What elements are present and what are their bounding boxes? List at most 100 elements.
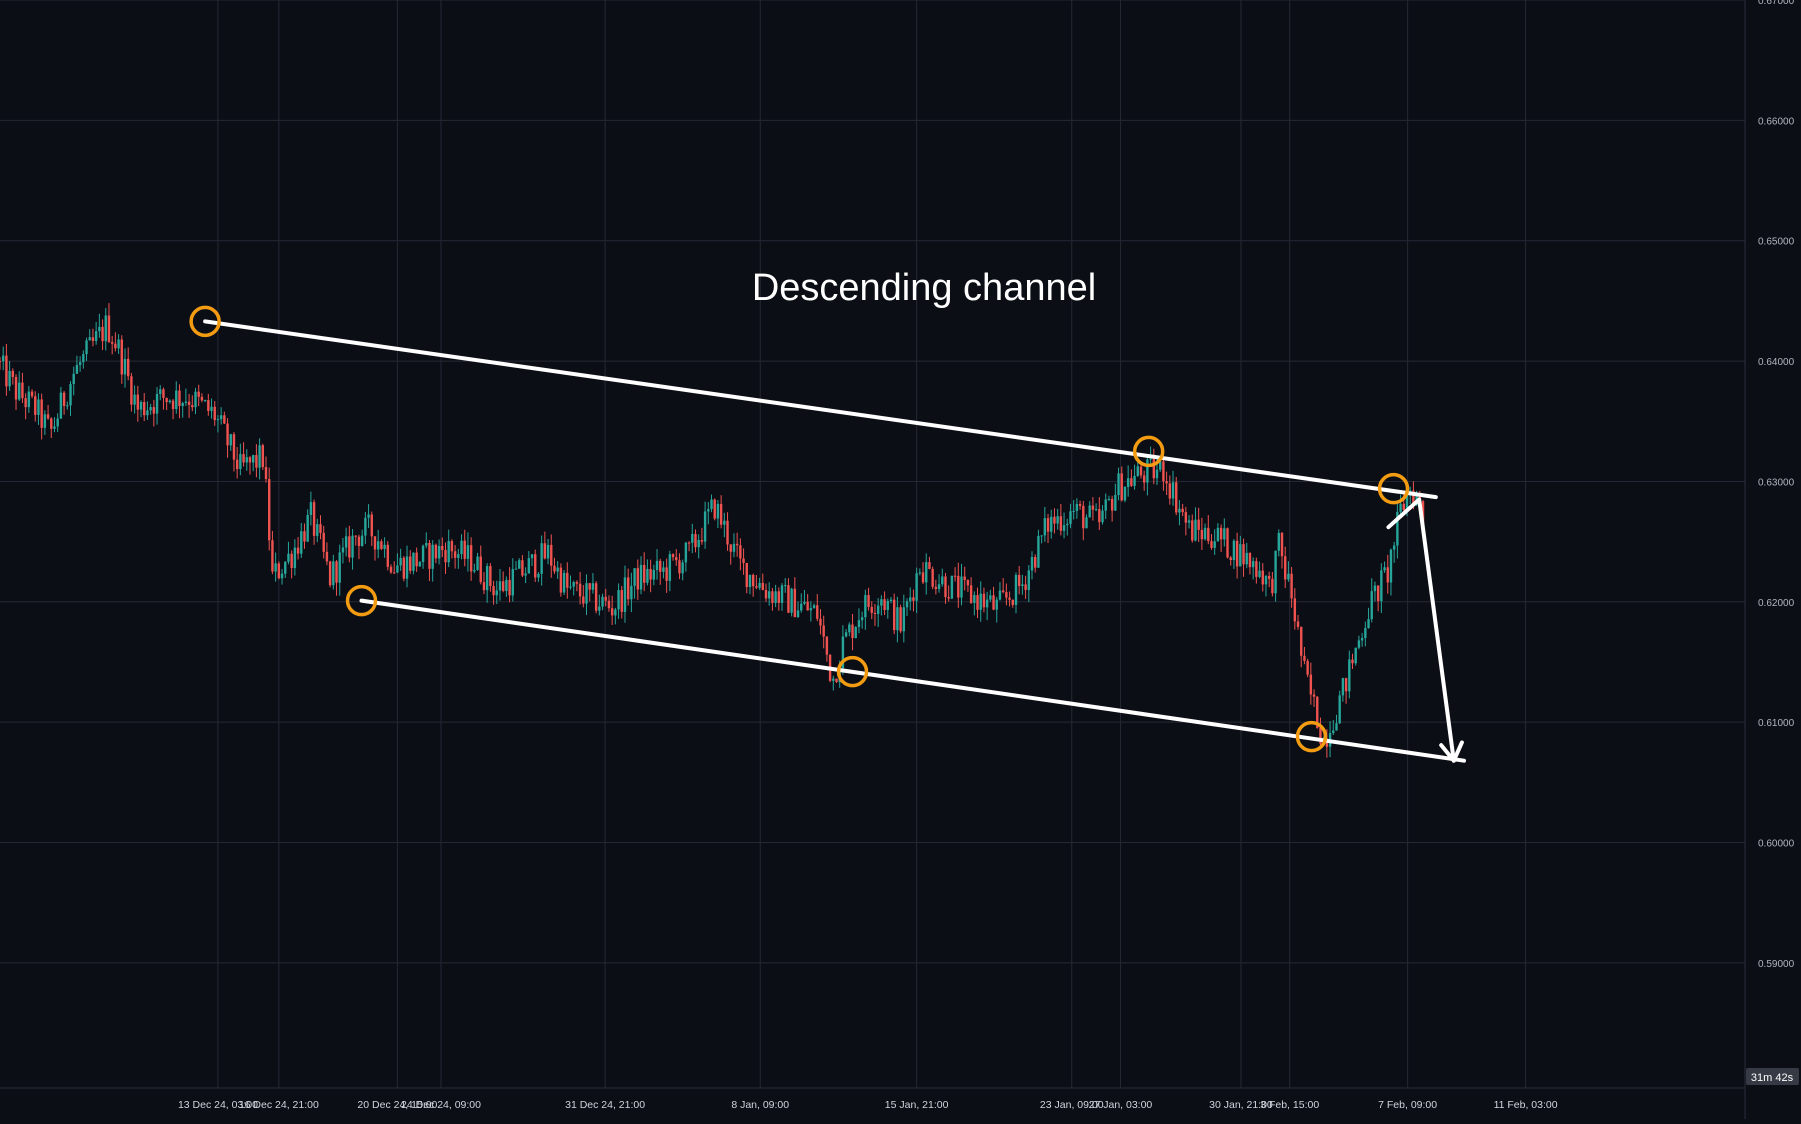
- candle-up: [527, 558, 531, 574]
- candle-up: [1223, 528, 1226, 540]
- touch-point-circle[interactable]: [1132, 435, 1165, 468]
- candle-down: [319, 524, 322, 533]
- candle-up: [511, 569, 514, 596]
- candle-down: [1344, 678, 1348, 692]
- candle-down: [354, 535, 357, 537]
- candle-up: [973, 595, 976, 603]
- price-axis[interactable]: 0.67000 0.66000 0.65000 0.64000 0.63000 0.620…: [1758, 0, 1795, 970]
- candle-up: [117, 339, 120, 349]
- annotations-layer[interactable]: [189, 305, 1467, 763]
- candle-up: [280, 573, 284, 579]
- candle-up: [915, 573, 918, 601]
- candle-down: [24, 398, 27, 408]
- time-tick-label: 13 Dec 24, 03:00: [178, 1099, 258, 1111]
- candle-down: [46, 414, 50, 419]
- candle-down: [450, 541, 454, 552]
- candle-down: [1402, 503, 1405, 511]
- candle-up: [707, 509, 710, 512]
- candle-down: [242, 454, 245, 463]
- countdown-badge-bg: [1746, 1068, 1799, 1085]
- candle-up: [59, 392, 63, 419]
- candle-down: [165, 397, 168, 403]
- candle-down: [1207, 527, 1210, 542]
- candle-up: [1216, 527, 1220, 542]
- candle-down: [947, 597, 950, 599]
- candle-down: [659, 560, 662, 572]
- candle-up: [1126, 478, 1130, 487]
- candle-down: [892, 599, 896, 631]
- candle-up: [1133, 475, 1136, 486]
- candle-up: [473, 569, 476, 572]
- touch-point-circle[interactable]: [189, 305, 221, 338]
- candle-down: [264, 467, 268, 479]
- candle-down: [739, 545, 742, 559]
- touch-point-circle[interactable]: [345, 584, 378, 617]
- candle-up: [681, 562, 684, 574]
- candle-down: [610, 608, 614, 616]
- lower-channel-line[interactable]: [359, 598, 1467, 763]
- candle-down: [931, 568, 934, 587]
- candle-up: [1264, 575, 1268, 585]
- candle-down: [389, 566, 393, 573]
- upper-channel-line[interactable]: [203, 319, 1438, 500]
- candle-down: [534, 554, 537, 578]
- candle-up: [909, 597, 912, 602]
- candle-up: [1117, 473, 1120, 496]
- time-tick-label: 7 Feb, 09:00: [1378, 1099, 1437, 1111]
- candle-down: [777, 591, 781, 603]
- candle-down: [1316, 696, 1319, 728]
- candle-down: [665, 567, 668, 581]
- candle-up: [216, 419, 220, 421]
- candle-up: [316, 524, 319, 536]
- candle-up: [1367, 619, 1370, 629]
- candle-down: [152, 407, 156, 414]
- time-tick-label: 16 Dec 24, 21:00: [239, 1099, 319, 1111]
- candle-up: [56, 418, 59, 427]
- candle-down: [62, 392, 66, 406]
- candle-up: [1287, 573, 1290, 580]
- candle-down: [143, 402, 146, 416]
- candle-up: [239, 454, 242, 470]
- candle-up: [457, 554, 460, 558]
- candle-up: [1239, 544, 1242, 567]
- candle-down: [1255, 561, 1258, 577]
- candle-up: [832, 678, 835, 681]
- projection-arrow[interactable]: [1386, 497, 1456, 763]
- candle-down: [50, 418, 53, 429]
- candle-up: [732, 543, 736, 552]
- candle-down: [110, 341, 114, 344]
- candle-down: [434, 544, 438, 559]
- candle-up: [780, 585, 784, 603]
- candle-up: [1364, 628, 1367, 638]
- candle-up: [854, 626, 857, 639]
- candle-up: [341, 547, 345, 553]
- candle-up: [306, 514, 309, 542]
- candle-up: [1085, 517, 1088, 529]
- candle-up: [985, 599, 989, 608]
- candle-down: [197, 391, 200, 397]
- projection-arrow-head[interactable]: [1439, 740, 1464, 763]
- candle-up: [1187, 520, 1191, 523]
- candle-down: [1293, 598, 1297, 622]
- candle-down: [675, 557, 678, 561]
- candle-up: [1332, 730, 1335, 734]
- candle-up: [1062, 525, 1066, 531]
- candle-down: [107, 315, 111, 342]
- touch-point-circle[interactable]: [836, 655, 869, 688]
- candle-up: [614, 609, 617, 616]
- candle-down: [1300, 626, 1303, 656]
- candle-up: [498, 581, 502, 591]
- candle-up: [1123, 486, 1127, 501]
- candle-up: [1389, 549, 1393, 583]
- touch-point-circle[interactable]: [1377, 472, 1410, 505]
- candle-down: [91, 337, 95, 341]
- candle-up: [27, 391, 31, 408]
- touch-point-circle[interactable]: [1295, 720, 1328, 753]
- candle-up: [219, 415, 223, 420]
- candle-up: [1149, 458, 1152, 460]
- candle-down: [604, 596, 607, 601]
- candle-up: [723, 520, 726, 525]
